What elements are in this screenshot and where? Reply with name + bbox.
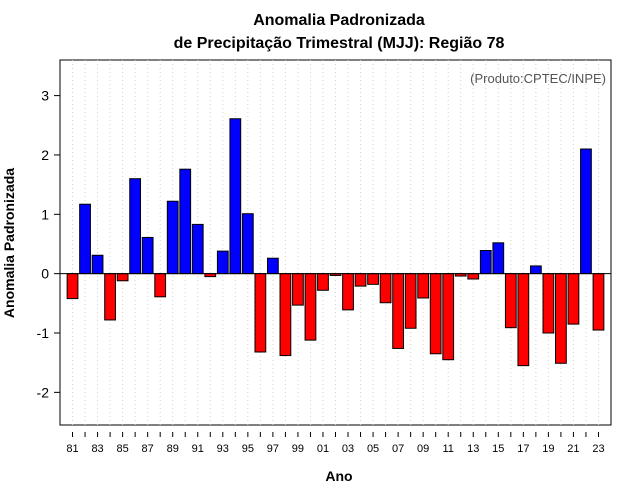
bar-1982 [79, 203, 91, 275]
x-tick-label: 07 [392, 443, 404, 455]
x-tick-label: 09 [417, 443, 429, 455]
y-axis-label: Anomalia Padronizada [1, 168, 17, 318]
x-tick-label: 97 [267, 443, 279, 455]
bar-2004 [354, 273, 367, 287]
x-tick-label: 91 [192, 443, 204, 455]
bar-2022 [580, 148, 592, 275]
bar-1998 [279, 273, 292, 357]
bar-2020 [555, 273, 567, 364]
bar-2019 [542, 273, 555, 334]
chart-title-line2: de Precipitação Trimestral (MJJ): Região… [174, 35, 505, 52]
bar-2023 [592, 273, 605, 331]
x-axis: 81 83 85 87 89 91 93 95 97 99 01 03 05 07 09 11 13 15 17 19… [66, 432, 605, 455]
bar-2005 [367, 273, 379, 285]
gridlines [72, 60, 599, 425]
x-tick-label: 83 [91, 443, 103, 455]
bar-1988 [154, 273, 167, 298]
bar-2003 [342, 273, 354, 311]
x-tick-label: 99 [292, 443, 304, 455]
x-tick-label: 13 [467, 443, 479, 455]
bar-1993 [216, 250, 229, 275]
y-tick-label: 3 [41, 88, 49, 104]
x-tick-label: 95 [242, 443, 254, 455]
x-tick-label: 93 [217, 443, 229, 455]
bar-2010 [429, 273, 442, 355]
y-tick-label: -1 [37, 325, 50, 341]
credit-label: (Produto:CPTEC/INPE) [470, 71, 606, 86]
x-tick-label: 05 [367, 443, 379, 455]
bar-2007 [392, 273, 404, 349]
bar-1999 [292, 273, 304, 306]
x-tick-label: 23 [592, 443, 604, 455]
bar-1996 [254, 273, 267, 353]
bar-2008 [404, 273, 417, 329]
bar-2014 [479, 250, 492, 275]
chart-title-line1: Anomalia Padronizada [253, 12, 425, 29]
y-tick-label: -2 [37, 384, 50, 400]
x-tick-label: 17 [517, 443, 529, 455]
bar-1990 [179, 168, 192, 275]
x-tick-label: 81 [66, 443, 78, 455]
x-axis-label: Ano [325, 468, 352, 484]
bar-1997 [267, 257, 279, 275]
bar-2011 [442, 273, 455, 361]
bar-1995 [241, 213, 254, 275]
x-tick-label: 85 [116, 443, 128, 455]
x-tick-label: 21 [567, 443, 579, 455]
bar-2006 [379, 273, 392, 304]
bar-2000 [304, 273, 317, 341]
bar-2013 [467, 273, 480, 280]
y-axis: -2 -1 0 1 2 3 [37, 88, 60, 400]
x-tick-label: 01 [317, 443, 329, 455]
bar-2016 [504, 273, 517, 329]
x-tick-label: 03 [342, 443, 354, 455]
bar-1981 [66, 273, 79, 300]
bar-1987 [141, 236, 154, 275]
y-tick-label: 2 [41, 147, 49, 163]
bar-1983 [91, 254, 104, 275]
bar-2021 [567, 273, 580, 325]
bar-1991 [191, 223, 204, 275]
bar-2001 [317, 273, 329, 291]
bar-2017 [517, 273, 530, 367]
bar-2015 [492, 242, 505, 275]
bar-1986 [129, 178, 142, 275]
x-tick-label: 87 [142, 443, 154, 455]
y-tick-label: 0 [41, 266, 49, 282]
x-tick-label: 15 [492, 443, 504, 455]
bar-1985 [116, 273, 129, 282]
x-tick-label: 89 [167, 443, 179, 455]
x-tick-label: 11 [442, 443, 453, 455]
bar-2009 [417, 273, 430, 299]
bar-1984 [104, 273, 116, 321]
bar-1994 [229, 118, 242, 275]
bar-2018 [529, 265, 542, 275]
y-tick-label: 1 [41, 206, 49, 222]
bar-1989 [166, 200, 179, 275]
x-tick-label: 19 [542, 443, 554, 455]
